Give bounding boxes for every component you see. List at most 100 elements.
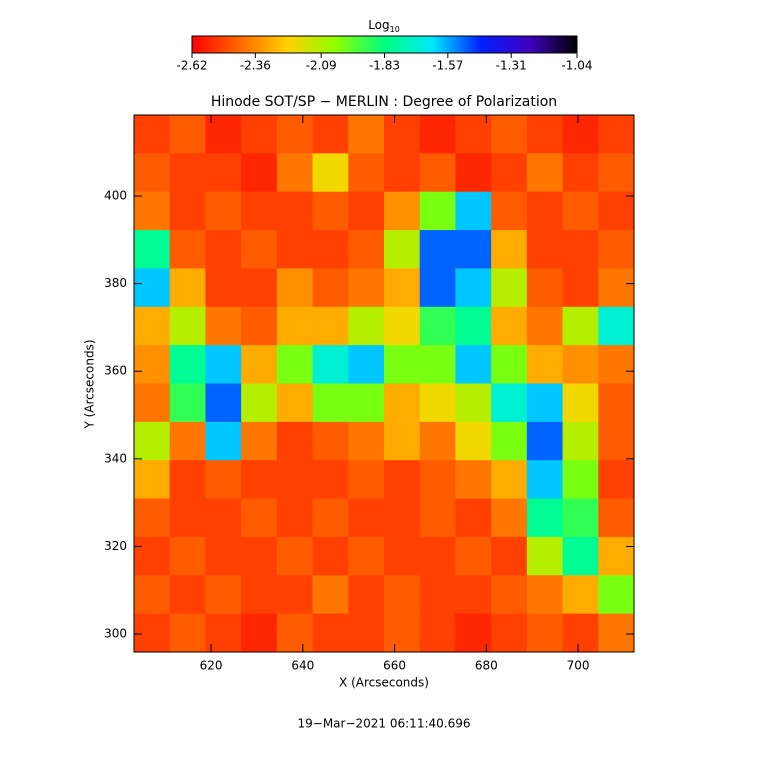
heatmap-cell: [205, 536, 242, 576]
heatmap-cell: [384, 536, 421, 576]
heatmap-cell: [598, 575, 635, 615]
heatmap-cell: [419, 498, 456, 538]
heatmap-cell: [526, 153, 564, 193]
heatmap-cell: [526, 536, 564, 576]
y-tick-label: 360: [104, 364, 127, 378]
heatmap-cell: [562, 115, 599, 154]
timestamp: 19−Mar−2021 06:11:40.696: [298, 717, 471, 731]
heatmap-cell: [276, 613, 314, 653]
heatmap-cell: [562, 345, 599, 384]
heatmap-cell: [419, 268, 456, 308]
heatmap-cell: [205, 306, 242, 346]
heatmap-cell: [455, 306, 492, 346]
heatmap-cell: [134, 306, 171, 346]
heatmap-cell: [455, 383, 492, 423]
heatmap-cell: [205, 268, 242, 308]
heatmap-cell: [169, 421, 206, 461]
heatmap-cell: [598, 230, 635, 269]
heatmap-cell: [491, 268, 528, 308]
heatmap-cell: [419, 345, 456, 384]
heatmap-cell: [276, 575, 314, 615]
heatmap-cell: [312, 306, 349, 346]
heatmap-cell: [205, 383, 242, 423]
heatmap-cell: [241, 383, 278, 423]
heatmap-cell: [526, 191, 564, 231]
heatmap-cell: [134, 460, 171, 500]
x-tick-label: 620: [200, 659, 223, 673]
heatmap-cell: [276, 498, 314, 538]
heatmap-cell: [384, 230, 421, 269]
heatmap-cell: [455, 230, 492, 269]
heatmap-cell: [598, 536, 635, 576]
heatmap-cell: [562, 613, 599, 653]
y-tick-label: 320: [104, 539, 127, 553]
heatmap-cell: [348, 306, 385, 346]
heatmap-cell: [312, 613, 349, 653]
heatmap-cell: [419, 306, 456, 346]
heatmap-cell: [169, 460, 206, 500]
heatmap-cell: [276, 153, 314, 193]
heatmap-cell: [276, 460, 314, 500]
heatmap-cell: [491, 498, 528, 538]
heatmap-cell: [491, 421, 528, 461]
heatmap-cell: [312, 191, 349, 231]
heatmap-cell: [134, 153, 171, 193]
heatmap-cell: [276, 115, 314, 154]
heatmap-cell: [526, 613, 564, 653]
x-tick-label: 640: [291, 659, 314, 673]
y-tick-label: 300: [104, 627, 127, 641]
heatmap-cell: [384, 268, 421, 308]
colorbar-tick-label: -1.57: [432, 59, 463, 73]
heatmap-cell: [169, 383, 206, 423]
heatmap-cell: [241, 230, 278, 269]
colorbar: [191, 35, 578, 54]
heatmap-cell: [455, 421, 492, 461]
heatmap-cell: [598, 153, 635, 193]
heatmap-cell: [348, 115, 385, 154]
heatmap-cell: [598, 421, 635, 461]
heatmap-cell: [241, 115, 278, 154]
heatmap-cell: [526, 460, 564, 500]
heatmap-cell: [348, 345, 385, 384]
heatmap-cell: [455, 613, 492, 653]
heatmap-cell: [384, 306, 421, 346]
heatmap-cell: [169, 115, 206, 154]
heatmap-cell: [384, 153, 421, 193]
colorbar-tick-label: -1.83: [369, 59, 400, 73]
heatmap-cell: [491, 536, 528, 576]
heatmap-cell: [598, 191, 635, 231]
chart-title: Hinode SOT/SP − MERLIN : Degree of Polar…: [211, 94, 557, 110]
heatmap-cell: [169, 191, 206, 231]
x-tick-label: 700: [567, 659, 590, 673]
heatmap-cell: [348, 230, 385, 269]
heatmap-cell: [455, 345, 492, 384]
heatmap-cell: [419, 536, 456, 576]
heatmap-cell: [169, 345, 206, 384]
heatmap-cell: [312, 230, 349, 269]
heatmap-cell: [419, 460, 456, 500]
heatmap-cell: [562, 460, 599, 500]
heatmap-cell: [241, 613, 278, 653]
heatmap-cell: [455, 498, 492, 538]
heatmap-cell: [205, 498, 242, 538]
heatmap-cell: [134, 383, 171, 423]
y-tick-label: 340: [104, 451, 127, 465]
heatmap-cell: [241, 460, 278, 500]
heatmap-cell: [526, 345, 564, 384]
heatmap-cell: [419, 230, 456, 269]
heatmap-cell: [205, 575, 242, 615]
heatmap-cell: [312, 536, 349, 576]
heatmap-cell: [562, 153, 599, 193]
heatmap-cell: [526, 421, 564, 461]
colorbar-label-main: Log: [368, 18, 389, 32]
heatmap-cell: [169, 536, 206, 576]
heatmap-cell: [169, 306, 206, 346]
heatmap-cell: [276, 345, 314, 384]
heatmap-cell: [598, 345, 635, 384]
plot-frame: [133, 114, 635, 653]
heatmap-cell: [419, 383, 456, 423]
heatmap-cell: [134, 345, 171, 384]
heatmap-cell: [598, 498, 635, 538]
heatmap-cell: [241, 268, 278, 308]
